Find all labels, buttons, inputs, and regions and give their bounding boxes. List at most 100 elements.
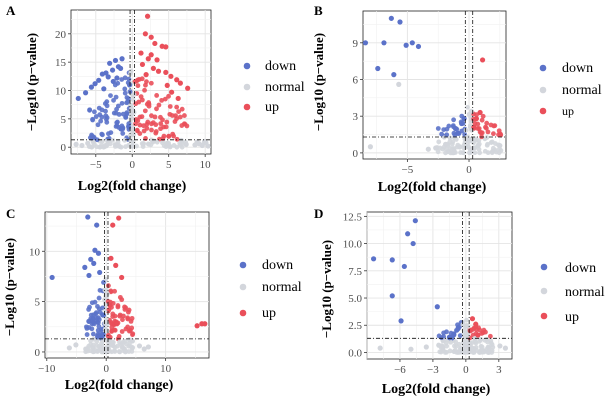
point-up <box>137 122 143 128</box>
point-down <box>95 334 101 340</box>
point-normal <box>465 104 470 110</box>
point-down <box>85 214 91 220</box>
point-up <box>108 320 114 326</box>
point-normal <box>145 344 151 350</box>
y-tick-label: 12.5 <box>343 211 363 223</box>
point-down <box>75 95 81 102</box>
point-normal <box>136 343 143 349</box>
point-normal <box>154 139 160 145</box>
point-down <box>415 43 422 50</box>
point-normal <box>194 139 200 145</box>
point-down <box>119 100 125 106</box>
point-down <box>94 222 100 228</box>
series-down <box>362 15 467 136</box>
y-tick-label: 5 <box>35 297 41 309</box>
panel-a-plot: −5 0 5 10 0 5 10 15 20 <box>55 9 212 171</box>
point-down <box>108 130 114 135</box>
panel-a: A −5 0 5 10 0 5 10 15 20 −Log10 (p−value) Log2(f… <box>6 3 305 194</box>
y-tick-label: 0 <box>35 347 41 359</box>
legend-label-normal: normal <box>265 80 305 95</box>
point-down <box>389 257 395 263</box>
legend-swatch-up <box>540 312 548 320</box>
y-tick-label: 7.5 <box>348 266 362 278</box>
point-normal <box>490 145 496 151</box>
point-down <box>451 331 457 337</box>
point-normal <box>472 336 477 341</box>
point-down <box>93 114 99 119</box>
point-normal <box>460 322 466 327</box>
point-normal <box>425 146 431 152</box>
point-normal <box>447 135 453 141</box>
plot-area <box>44 211 210 359</box>
point-normal <box>485 150 491 156</box>
point-up <box>110 314 116 320</box>
x-tick-label: −5 <box>402 164 414 176</box>
point-normal <box>167 143 173 149</box>
panel-c-plot: −10 0 10 0 5 10 <box>29 211 210 375</box>
point-down <box>120 131 126 136</box>
point-normal <box>452 150 458 155</box>
point-up <box>117 313 123 319</box>
point-up <box>498 132 504 138</box>
point-up <box>176 109 182 114</box>
point-down <box>100 312 106 318</box>
point-down <box>105 74 111 80</box>
point-up <box>110 222 116 228</box>
y-tick-label: 10 <box>29 246 41 258</box>
threshold-lines <box>45 212 209 358</box>
point-up <box>142 87 147 93</box>
point-up <box>164 119 170 125</box>
point-up <box>473 321 479 327</box>
point-up <box>116 215 122 221</box>
point-up <box>475 332 481 338</box>
point-down <box>441 330 447 336</box>
point-normal <box>116 349 122 354</box>
point-up <box>166 93 171 99</box>
point-normal <box>469 108 474 114</box>
point-up <box>105 299 111 304</box>
point-up <box>146 100 152 105</box>
point-up <box>119 274 125 281</box>
point-down <box>86 325 92 330</box>
point-normal <box>199 142 205 149</box>
panel-b-plot: −5 0 0 3 6 9 <box>353 10 507 176</box>
point-up <box>120 317 125 323</box>
point-normal <box>462 136 468 142</box>
point-normal <box>104 321 110 327</box>
panel-d-x-axis-label: Log2(fold change) <box>382 382 491 397</box>
point-down <box>109 67 116 73</box>
point-normal <box>103 290 109 296</box>
point-up <box>137 131 143 136</box>
legend-swatch-down <box>243 62 251 70</box>
point-down <box>90 117 96 123</box>
point-up <box>108 289 114 295</box>
point-down <box>97 112 103 118</box>
point-down <box>94 137 100 143</box>
x-tick-label: 10 <box>160 363 172 375</box>
point-up <box>142 108 148 114</box>
point-up <box>139 61 146 68</box>
axes: −5 0 5 10 0 5 10 15 20 <box>55 29 211 171</box>
point-up <box>194 323 200 329</box>
series-normal <box>73 138 211 149</box>
point-up <box>154 93 160 98</box>
x-tick-label: −10 <box>38 363 56 375</box>
point-down <box>439 131 445 137</box>
point-down <box>124 95 130 100</box>
point-down <box>410 240 416 247</box>
panel-label-a: A <box>6 3 16 18</box>
point-down <box>391 72 397 78</box>
point-up <box>469 316 476 322</box>
point-up <box>480 113 486 119</box>
point-normal <box>469 136 475 142</box>
point-up <box>177 114 183 120</box>
point-normal <box>465 324 471 330</box>
point-down <box>117 65 124 71</box>
point-up <box>156 102 162 108</box>
series-down <box>370 218 461 340</box>
point-up <box>148 34 154 40</box>
point-up <box>488 122 494 128</box>
point-down <box>104 115 110 120</box>
legend-label-normal: normal <box>562 83 602 98</box>
point-down <box>126 76 132 82</box>
